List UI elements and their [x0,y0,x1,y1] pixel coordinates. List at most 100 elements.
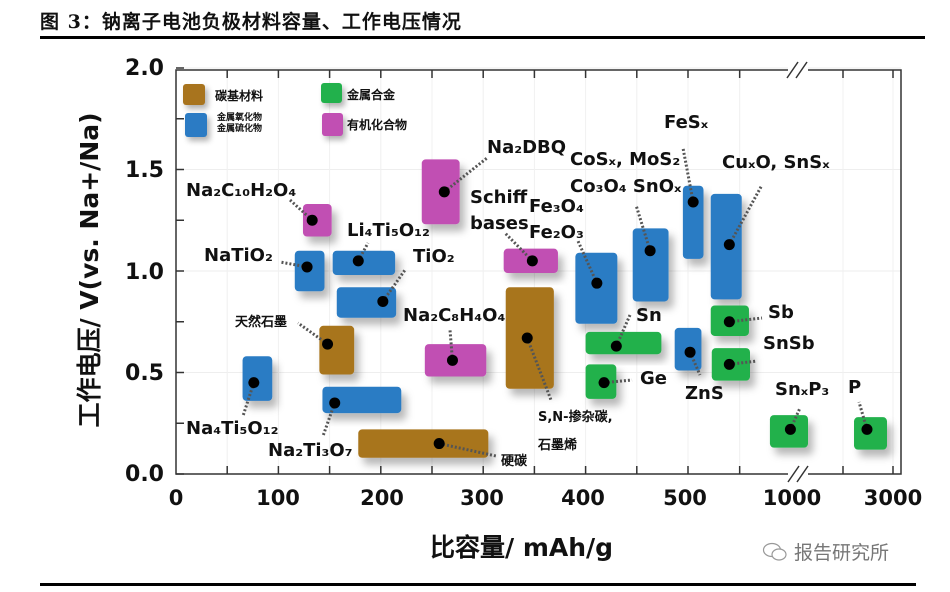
data-point [723,239,735,251]
label-ge: Ge [640,368,667,389]
range-box-oxide [632,228,669,302]
legend-label-oxide-line2: 金属硫化物 [217,124,263,134]
data-point [306,214,318,226]
leader-line [503,231,534,262]
data-point [723,358,735,370]
label-fesx: FeSₓ [664,112,709,133]
leader-line [614,314,632,347]
label-sn-doped-carbon: S,N-掺杂碳, 石墨烯 [538,404,613,460]
data-point [784,423,796,435]
range-box-carbon [358,429,489,458]
label-cuxo-snsx: CuₓO, SnSₓ [722,152,830,173]
leader-line [356,242,370,262]
y-tick-label: 1.0 [125,260,164,285]
legend-label-carbon: 碳基材料 [215,89,264,103]
axis-break-top [786,61,808,79]
label-line: S,N-掺杂碳, [538,410,613,425]
data-point [438,186,450,198]
label-p: P [848,377,862,398]
x-tick-label: 1000 [762,486,822,510]
range-box-oxide [336,287,397,318]
y-axis-label: 工作电压/ V(vs. Na+/Na) [75,112,104,428]
x-tick-label: 100 [256,486,300,510]
label-zns: ZnS [685,383,724,404]
label-tio2: TiO₂ [413,246,455,267]
y-tick-label: 1.5 [125,158,164,183]
data-point [644,245,656,257]
legend-label-organic: 有机化合物 [347,118,408,132]
label-cos-mos2: CoSₓ, MoS₂ Co₃O₄ SnOₓ [570,146,681,200]
legend-swatch-organic [322,113,343,136]
x-tick-label: 500 [663,486,707,510]
legend-label-alloy: 金属合金 [347,88,396,102]
bottom-rule [40,583,916,586]
data-point [598,377,610,389]
x-tick-label: 400 [561,486,605,510]
wechat-icon [762,542,787,561]
label-na2c10h2o4: Na₂C₁₀H₂O₄ [186,180,297,201]
label-snsb: SnSb [763,333,815,354]
legend-swatch-oxide [185,113,207,137]
leader-line [728,184,764,246]
y-tick-label: 0.0 [125,462,164,487]
label-li4ti5o12: Li₄Ti₅O₁₂ [347,220,430,241]
title-rule [40,36,925,39]
label-schiff-bases: Schiff bases [470,185,529,237]
label-natio2: NaTiO₂ [204,245,273,266]
label-sb: Sb [768,302,794,323]
label-natural-graphite: 天然石墨 [235,315,288,330]
legend-swatch-carbon [183,84,205,105]
x-tick-label: 300 [460,486,504,510]
watermark-text: 报告研究所 [794,542,890,564]
y-tick-label: 2.0 [125,56,164,81]
label-iron-oxides: Fe₃O₄ Fe₂O₃ [529,194,584,246]
y-tick-label: 0.5 [125,361,164,386]
legend-label-oxide: 金属氧化物 金属硫化物 [217,113,262,135]
label-sn: Sn [636,305,662,326]
data-point [433,438,445,450]
leader-line [681,147,695,203]
label-line: 石墨烯 [538,438,578,453]
data-point [329,397,341,409]
leader-line [321,402,337,437]
x-tick-label: 200 [360,486,404,510]
range-box-alloy [585,331,662,355]
leader-line [381,269,407,303]
x-tick-label: 0 [168,486,184,510]
data-point [301,261,313,273]
label-line: bases [470,213,529,234]
legend-swatch-alloy [321,83,342,103]
label-line: Fe₂O₃ [529,222,584,243]
data-point [723,316,735,328]
figure-title: 图 3：钠离子电池负极材料容量、工作电压情况 [40,11,462,33]
plot-frame [175,69,902,475]
x-tick-label: 3000 [863,486,923,510]
label-na2c8h4o4: Na₂C₈H₄O₄ [403,305,506,326]
data-point [352,255,364,267]
data-point [861,423,873,435]
x-axis-label: 比容量/ mAh/g [430,533,614,562]
watermark: 报告研究所 [762,538,889,565]
range-box-oxide [682,185,704,259]
label-line: Fe₃O₄ [529,196,584,217]
data-point [526,255,538,267]
label-hard-carbon: 硬碳 [501,454,528,469]
data-point [322,338,334,350]
data-point [248,377,260,389]
label-line: CoSₓ, MoS₂ [570,149,681,170]
data-point [377,295,389,307]
legend-label-oxide-line1: 金属氧化物 [217,113,263,123]
data-point [591,277,603,289]
data-point [446,354,458,366]
leader-line [241,382,256,417]
data-point [521,332,533,344]
data-point [610,340,622,352]
data-point [684,346,696,358]
label-na2dbq: Na₂DBQ [487,137,567,158]
label-na4ti5o12: Na₄Ti₅O₁₂ [186,418,279,439]
axis-break-bottom [787,465,809,483]
label-na2ti3o7: Na₂Ti₃O₇ [268,440,353,461]
data-point [687,196,699,208]
label-snxp3: SnₓP₃ [775,379,830,400]
